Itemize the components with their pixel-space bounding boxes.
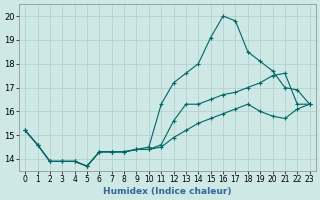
X-axis label: Humidex (Indice chaleur): Humidex (Indice chaleur): [103, 187, 232, 196]
